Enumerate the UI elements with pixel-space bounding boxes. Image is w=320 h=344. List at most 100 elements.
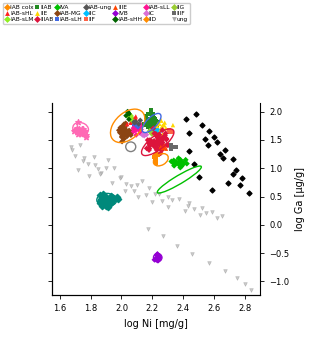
Point xyxy=(99,196,104,201)
Point xyxy=(167,130,172,135)
Point xyxy=(140,132,145,138)
Point xyxy=(103,203,108,208)
Point xyxy=(160,132,165,137)
Point xyxy=(132,123,137,129)
Point xyxy=(169,159,174,164)
Point xyxy=(123,131,128,137)
Point xyxy=(109,195,114,201)
Point xyxy=(152,116,157,122)
Point xyxy=(131,188,136,194)
Point xyxy=(150,117,155,122)
Point xyxy=(129,114,134,119)
Point xyxy=(150,121,155,127)
Point xyxy=(146,122,151,127)
Point xyxy=(173,161,178,166)
Point xyxy=(184,116,189,121)
Point xyxy=(153,155,158,161)
Point xyxy=(130,119,135,125)
Point xyxy=(150,111,156,117)
Point xyxy=(191,206,196,212)
Point xyxy=(156,152,161,158)
Point xyxy=(207,128,212,134)
Point xyxy=(132,120,137,125)
Y-axis label: log Ga [μg/g]: log Ga [μg/g] xyxy=(295,167,305,231)
Point xyxy=(148,108,154,113)
Point xyxy=(155,256,160,261)
Point xyxy=(127,116,132,122)
Point xyxy=(235,276,240,281)
Point xyxy=(117,130,123,136)
Point xyxy=(109,201,114,206)
Point xyxy=(164,136,169,141)
Point xyxy=(178,163,183,169)
Point xyxy=(199,122,204,128)
Point xyxy=(80,127,85,132)
Point xyxy=(172,161,177,166)
Point xyxy=(207,260,212,266)
Point xyxy=(218,151,223,156)
Point xyxy=(221,155,226,161)
Point xyxy=(184,161,189,166)
Point xyxy=(119,135,124,140)
Point xyxy=(125,109,130,114)
Point xyxy=(170,144,175,150)
Point xyxy=(154,133,159,139)
Point xyxy=(136,121,141,127)
Point xyxy=(177,159,182,164)
Point xyxy=(148,121,153,126)
Point xyxy=(145,117,150,122)
Point xyxy=(97,171,102,177)
Point xyxy=(154,256,159,261)
Point xyxy=(80,159,85,164)
Point xyxy=(100,203,105,208)
Point xyxy=(170,197,175,203)
Point xyxy=(152,154,157,160)
Point xyxy=(121,131,126,137)
Point xyxy=(73,153,78,159)
Point xyxy=(162,143,167,149)
Point xyxy=(103,196,108,201)
Point xyxy=(156,191,161,196)
Point xyxy=(124,121,130,127)
Point xyxy=(140,122,145,128)
Point xyxy=(147,146,152,151)
Point xyxy=(148,122,153,128)
Point xyxy=(152,117,157,122)
Point xyxy=(153,129,158,135)
Point xyxy=(121,125,126,130)
Point xyxy=(238,182,243,188)
Point xyxy=(150,139,156,144)
Point xyxy=(115,194,120,200)
Point xyxy=(202,136,207,142)
Point xyxy=(172,163,177,169)
Point xyxy=(76,126,81,132)
Point xyxy=(163,135,168,141)
Point xyxy=(84,135,89,140)
Point xyxy=(153,122,158,128)
Point xyxy=(97,192,102,198)
Point xyxy=(75,129,80,135)
Point xyxy=(105,197,110,202)
Point xyxy=(152,131,157,136)
Point xyxy=(233,167,238,173)
Point xyxy=(132,123,137,129)
Point xyxy=(129,115,134,120)
Point xyxy=(93,162,98,168)
Point xyxy=(239,176,244,181)
Point xyxy=(149,120,155,126)
Point xyxy=(158,127,163,132)
Point xyxy=(160,123,165,128)
Point xyxy=(84,132,89,138)
Point xyxy=(161,233,166,239)
Point xyxy=(128,113,133,118)
Point xyxy=(126,111,132,117)
Point xyxy=(119,129,124,135)
Point xyxy=(145,117,150,123)
Point xyxy=(164,142,170,148)
Point xyxy=(133,116,138,121)
Point xyxy=(127,115,132,120)
Point xyxy=(124,134,129,139)
Point xyxy=(153,131,158,137)
Point xyxy=(147,143,152,148)
Point xyxy=(100,192,105,197)
